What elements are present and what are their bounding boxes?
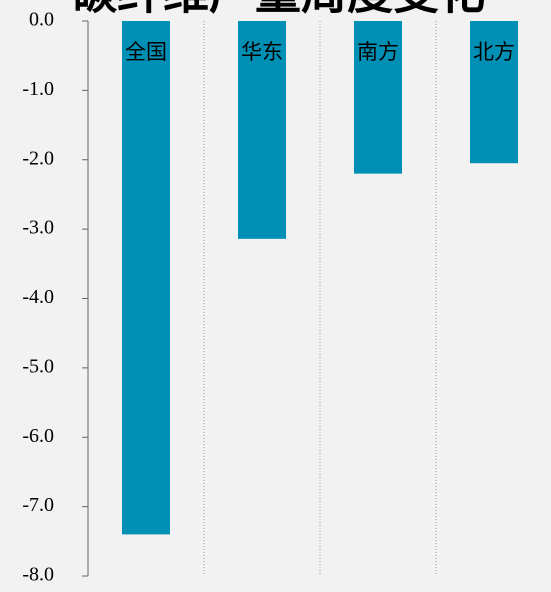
- bar: [470, 21, 518, 164]
- x-tick-label: 华东: [241, 40, 283, 64]
- y-tick-label: -1.0: [22, 78, 54, 100]
- y-tick-label: -6.0: [22, 425, 54, 447]
- y-tick-label: -3.0: [22, 217, 54, 239]
- x-tick-label: 北方: [473, 40, 515, 64]
- y-tick-label: -4.0: [22, 286, 54, 308]
- bar: [354, 21, 402, 174]
- bar: [238, 21, 286, 239]
- y-tick-label: 0.0: [29, 9, 54, 31]
- y-tick-label: -8.0: [22, 564, 54, 586]
- chart-title: 碳纤维产量周度变化: [71, 0, 485, 20]
- x-tick-label: 南方: [357, 40, 399, 64]
- bar: [122, 21, 170, 535]
- y-tick-label: -5.0: [22, 355, 54, 377]
- y-tick-label: -2.0: [22, 147, 54, 169]
- y-tick-label: -7.0: [22, 494, 54, 516]
- x-tick-label: 全国: [125, 40, 167, 64]
